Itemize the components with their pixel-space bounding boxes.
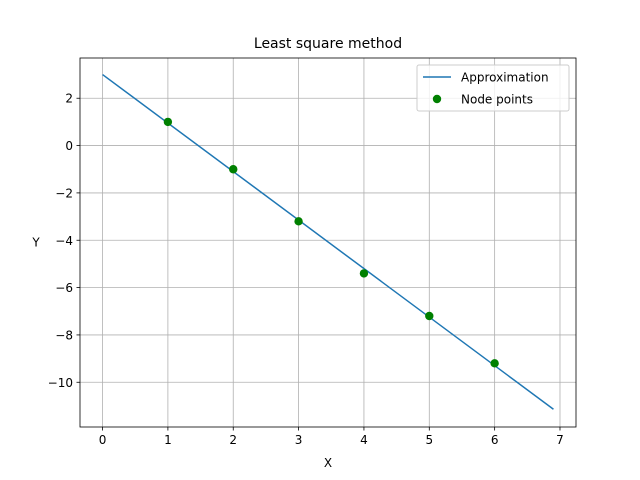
x-tick-label: 2 [229,433,237,447]
x-tick-label: 6 [491,433,499,447]
plot-frame [79,57,577,428]
ticks: 0 1 2 3 4 5 6 7 2 0 −2 −4 −6 −8 −10 [48,92,564,447]
y-tick-label: −8 [55,328,73,342]
node-point [490,359,499,368]
y-tick-label: −2 [55,186,73,200]
x-tick-label: 5 [425,433,433,447]
y-tick-label: −4 [55,234,73,248]
x-tick-label: 0 [99,433,107,447]
y-axis-label: Y [31,236,40,250]
x-tick-label: 1 [164,433,172,447]
node-point [425,311,434,321]
y-tick-label: −10 [48,376,73,390]
legend-box [416,64,570,112]
node-point [229,165,238,174]
chart-title: Least square method [254,36,402,52]
y-tick-label: 2 [65,92,73,106]
x-axis-label: X [324,456,332,470]
legend-entry-label: Node points [461,93,533,107]
x-tick-label: 4 [360,433,368,447]
node-point [359,269,369,278]
y-tick-label: −6 [55,281,73,295]
legend-marker-swatch [432,94,442,104]
grid [80,58,576,427]
x-tick-label: 7 [556,433,564,447]
node-point [294,217,303,226]
x-tick-label: 3 [295,433,303,447]
legend: Approximation Node points [416,64,570,112]
legend-entry-label: Approximation [461,71,549,85]
y-tick-label: 0 [65,139,73,153]
node-point [163,117,173,127]
series-layer [102,73,554,410]
approximation-line [102,73,554,410]
